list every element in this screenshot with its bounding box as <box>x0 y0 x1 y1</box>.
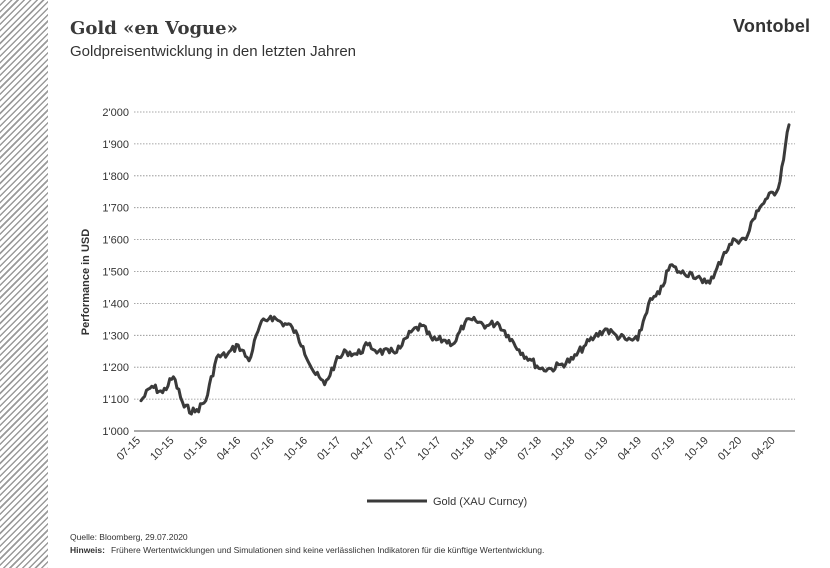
x-tick-label: 04-18 <box>482 435 510 463</box>
y-tick-label: 1'400 <box>102 298 129 310</box>
brand-logo: Vontobel <box>733 16 811 36</box>
x-axis-tick-labels: 07-15 10-15 01-16 04-16 07-16 10-16 01-17 04-17… <box>115 435 778 463</box>
series-line-gold <box>139 123 791 416</box>
disclaimer-note: Hinweis: Frühere Wertentwicklungen und Si… <box>70 545 544 555</box>
x-tick-label: 10-15 <box>148 435 176 463</box>
y-tick-label: 1'200 <box>102 362 129 374</box>
y-tick-label: 1'300 <box>102 330 129 342</box>
y-tick-label: 1'500 <box>102 267 129 279</box>
legend-label-gold: Gold (XAU Curncy) <box>433 496 527 508</box>
page-title: Gold «en Vogue» <box>70 18 238 39</box>
x-tick-label: 01-17 <box>315 435 343 463</box>
y-tick-label: 1'900 <box>102 139 129 151</box>
x-tick-label: 07-18 <box>516 435 544 463</box>
source-note: Quelle: Bloomberg, 29.07.2020 <box>70 532 188 542</box>
x-tick-label: 01-18 <box>449 435 477 463</box>
disclaimer-label: Hinweis: <box>70 545 105 555</box>
y-tick-label: 1'000 <box>102 426 129 438</box>
disclaimer-text: Frühere Wertentwicklungen und Simulation… <box>110 545 545 555</box>
y-axis-tick-labels: 1'000 1'100 1'200 1'300 1'400 1'500 1'600 1'700… <box>102 107 129 438</box>
grid-lines <box>134 111 795 400</box>
y-tick-label: 1'100 <box>102 394 129 406</box>
y-tick-label: 1'700 <box>102 203 129 215</box>
x-tick-label: 10-17 <box>415 435 443 463</box>
page-subtitle: Goldpreisentwicklung in den letzten Jahr… <box>70 43 357 60</box>
x-tick-label: 04-20 <box>749 435 777 463</box>
x-tick-label: 10-19 <box>683 435 711 463</box>
decorative-stripes <box>0 0 48 568</box>
y-tick-label: 2'000 <box>102 107 129 119</box>
x-tick-label: 07-16 <box>248 435 276 463</box>
x-tick-label: 10-16 <box>282 435 310 463</box>
y-tick-label: 1'800 <box>102 171 129 183</box>
x-tick-label: 07-19 <box>649 435 677 463</box>
x-tick-label: 01-20 <box>716 435 744 463</box>
x-tick-label: 04-19 <box>616 435 644 463</box>
y-axis-label: Performance in USD <box>80 229 92 335</box>
x-tick-label: 01-19 <box>582 435 610 463</box>
x-tick-label: 01-16 <box>182 435 210 463</box>
x-tick-label: 04-17 <box>349 435 377 463</box>
x-tick-label: 10-18 <box>549 435 577 463</box>
x-tick-label: 04-16 <box>215 435 243 463</box>
y-tick-label: 1'600 <box>102 235 129 247</box>
x-tick-label: 07-15 <box>115 435 143 463</box>
x-tick-label: 07-17 <box>382 435 410 463</box>
